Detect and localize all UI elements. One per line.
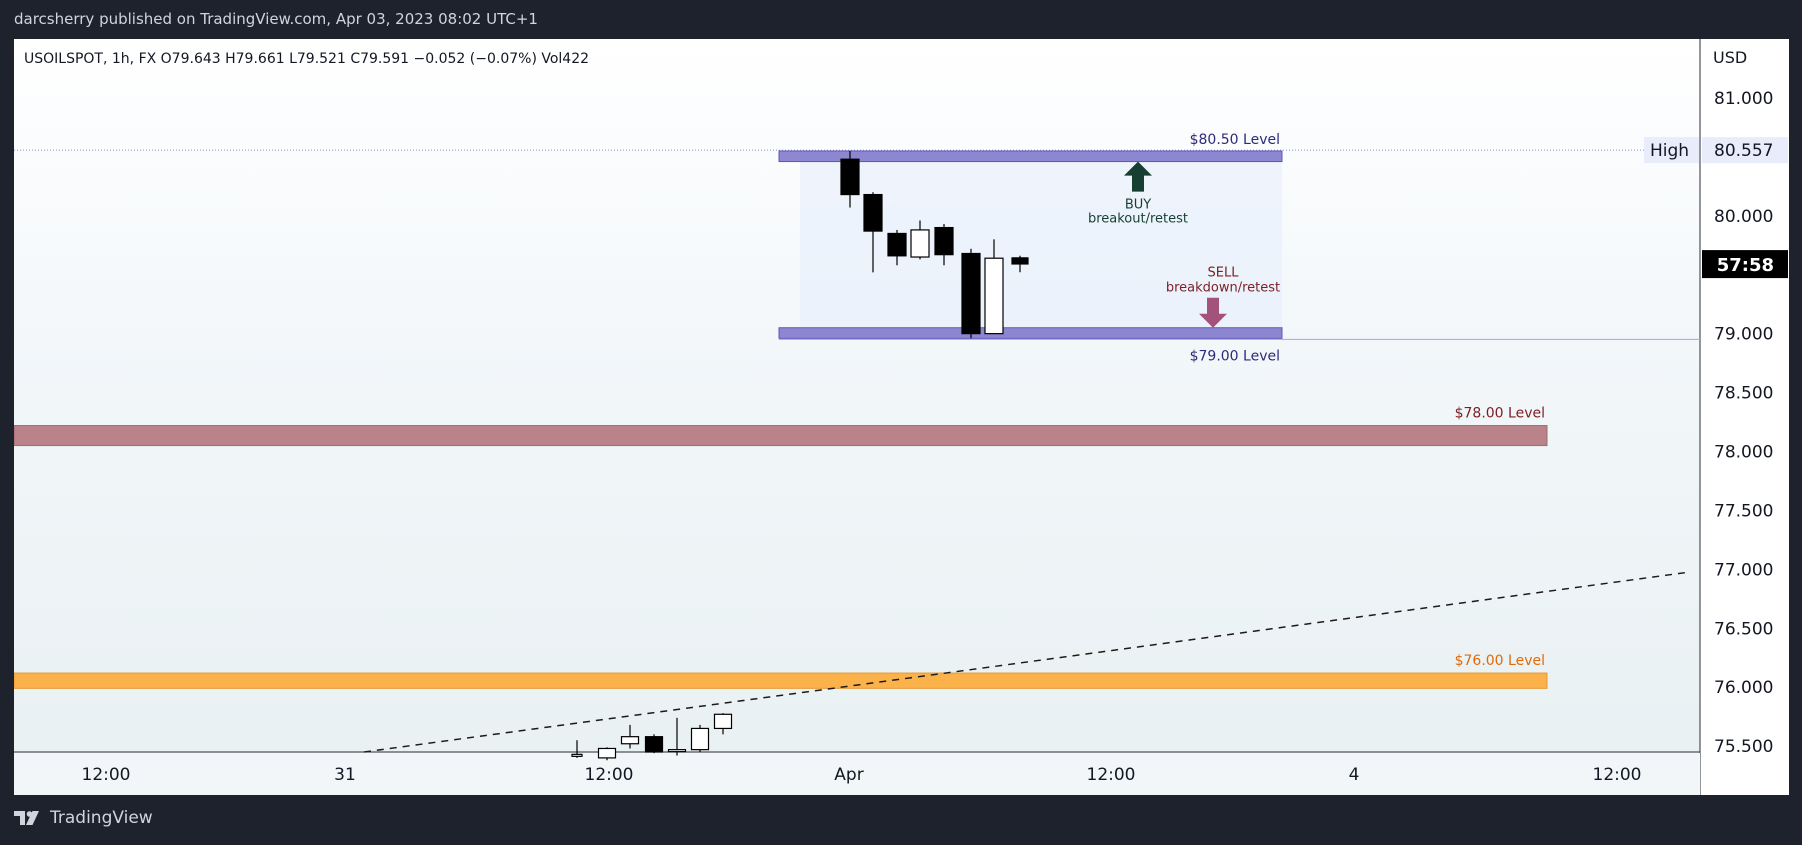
y-tick-label: 75.500: [1714, 737, 1773, 757]
y-tick-label: 76.500: [1714, 619, 1773, 639]
candle-body[interactable]: [690, 727, 710, 751]
footer-brand-text: TradingView: [50, 808, 153, 828]
x-tick-label: 31: [334, 765, 356, 785]
zone-79-00[interactable]: [778, 327, 1283, 339]
y-tick-label: 76.000: [1714, 678, 1773, 698]
x-tick-label: 12:00: [1087, 765, 1136, 785]
candle-body[interactable]: [934, 226, 954, 256]
y-tick-label: 78.500: [1714, 384, 1773, 404]
x-tick-label: Apr: [834, 765, 863, 785]
candle-body[interactable]: [713, 713, 733, 730]
candle-body[interactable]: [840, 158, 860, 196]
candle-body[interactable]: [984, 257, 1004, 335]
label-76-00-level: $76.00 Level: [1455, 653, 1545, 669]
zone-76-00[interactable]: [13, 672, 1548, 689]
candlestick-chart[interactable]: $80.50 Level $79.00 Level $78.00 Level $76.…: [13, 39, 1789, 795]
label-79-00-level: $79.00 Level: [1190, 348, 1280, 364]
y-tick-label: 80.000: [1714, 207, 1773, 227]
label-78-00-level: $78.00 Level: [1455, 406, 1545, 422]
high-price-bg: [1702, 137, 1788, 164]
label-80-50-level: $80.50 Level: [1190, 132, 1280, 148]
y-tick-label: 81.000: [1714, 89, 1773, 109]
high-marker-label: High: [1650, 141, 1689, 161]
y-tick-label: 78.000: [1714, 442, 1773, 462]
time-axis-bg[interactable]: [14, 753, 1700, 795]
chart-frame[interactable]: $80.50 Level $79.00 Level $78.00 Level $76.…: [13, 39, 1789, 795]
candle-body[interactable]: [644, 736, 664, 753]
countdown-label: 57:58: [1717, 255, 1774, 276]
price-axis-bg[interactable]: [1700, 39, 1789, 795]
buy-arrow-icon[interactable]: [1124, 161, 1152, 192]
currency-label: USD: [1713, 48, 1747, 67]
x-tick-label: 12:00: [1593, 765, 1642, 785]
range-box[interactable]: [800, 150, 1282, 339]
x-tick-label: 12:00: [82, 765, 131, 785]
y-tick-label: 77.000: [1714, 560, 1773, 580]
y-tick-label: 77.500: [1714, 501, 1773, 521]
y-tick-label: 79.000: [1714, 325, 1773, 345]
symbol-ohlc-line: USOILSPOT, 1h, FX O79.643 H79.661 L79.52…: [24, 51, 589, 67]
x-tick-label: 12:00: [585, 765, 634, 785]
countdown-bg: [1702, 250, 1788, 279]
candle-body[interactable]: [571, 753, 583, 757]
footer-brand[interactable]: TradingView: [14, 808, 153, 828]
buy-annotation-text: breakout/retest: [1088, 212, 1188, 227]
candle-body[interactable]: [597, 747, 617, 759]
candle-body[interactable]: [863, 193, 883, 232]
candle-body[interactable]: [620, 736, 640, 745]
tradingview-logo-icon: [14, 811, 39, 825]
x-tick-label: 4: [1349, 765, 1360, 785]
publisher-line: darcsherry published on TradingView.com,…: [14, 10, 538, 28]
candle-body[interactable]: [887, 232, 907, 257]
candle-body[interactable]: [1011, 257, 1029, 265]
buy-annotation-text: BUY: [1125, 198, 1151, 213]
high-marker-bg: [1644, 137, 1699, 164]
candle-body[interactable]: [961, 252, 981, 335]
sell-annotation-text: breakdown/retest: [1166, 281, 1280, 296]
sell-annotation-text: SELL: [1208, 266, 1240, 281]
high-price-label: 80.557: [1714, 141, 1773, 161]
sell-arrow-icon[interactable]: [1199, 297, 1227, 328]
trendline[interactable]: [363, 571, 1691, 753]
zone-80-50[interactable]: [778, 150, 1283, 163]
candle-body[interactable]: [910, 229, 930, 258]
zone-78-00[interactable]: [13, 425, 1548, 447]
candle-body[interactable]: [667, 749, 687, 753]
